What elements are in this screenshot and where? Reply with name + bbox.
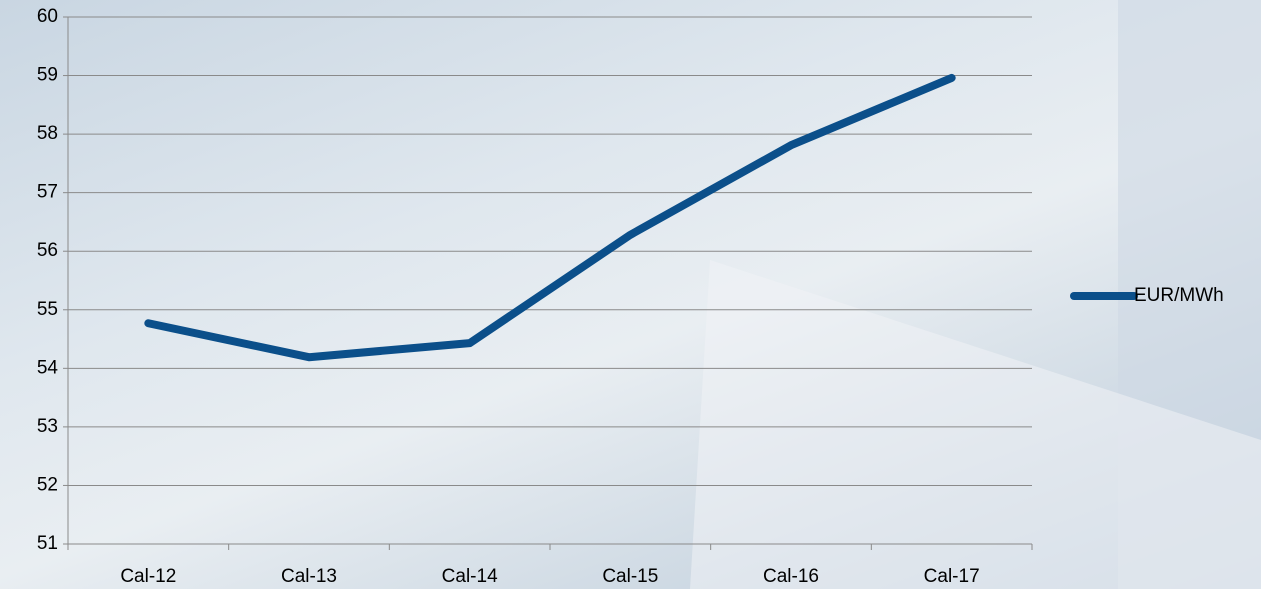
- y-tick-label: 51: [37, 533, 58, 554]
- x-tick-label: Cal-13: [281, 566, 337, 587]
- y-tick-label: 55: [37, 299, 58, 320]
- y-tick-label: 59: [37, 65, 58, 86]
- x-tick-label: Cal-12: [120, 566, 176, 587]
- background-building: [690, 260, 1261, 589]
- x-tick-label: Cal-17: [924, 566, 980, 587]
- x-tick-label: Cal-16: [763, 566, 819, 587]
- y-tick-label: 60: [37, 6, 58, 27]
- x-tick-label: Cal-15: [602, 566, 658, 587]
- y-tick-label: 57: [37, 182, 58, 203]
- y-tick-label: 52: [37, 474, 58, 495]
- y-tick-label: 58: [37, 123, 58, 144]
- x-tick-label: Cal-14: [442, 566, 498, 587]
- y-tick-label: 56: [37, 240, 58, 261]
- legend-label: EUR/MWh: [1134, 285, 1224, 306]
- y-tick-label: 54: [37, 357, 59, 378]
- y-tick-label: 53: [37, 416, 58, 437]
- line-series: [144, 73, 956, 362]
